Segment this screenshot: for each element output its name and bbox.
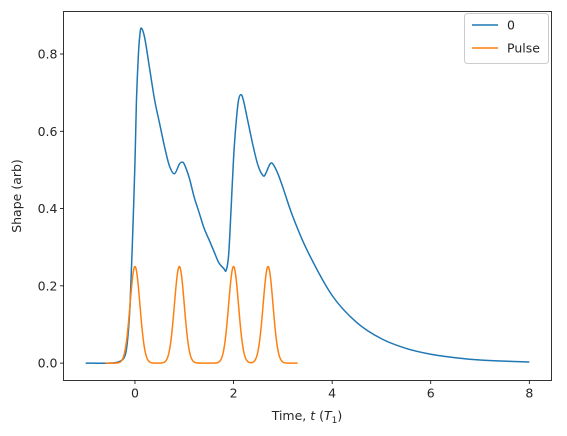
series-0-line	[85, 27, 530, 365]
x-axis: 0 2 4 6 8	[131, 380, 533, 401]
plot-frame	[63, 11, 552, 381]
y-tick-label: 0.6	[38, 124, 58, 139]
legend-label-pulse: Pulse	[507, 41, 540, 56]
legend-box	[464, 13, 549, 64]
y-tick-label: 0.8	[38, 47, 58, 62]
x-tick-label: 2	[230, 386, 238, 401]
series-pulse-line	[105, 265, 298, 364]
x-tick-label: 0	[131, 386, 139, 401]
legend-label-0: 0	[507, 18, 515, 33]
y-tick-label: 0.2	[38, 278, 58, 293]
x-tick-label: 4	[328, 386, 336, 401]
y-tick-label: 0.4	[38, 201, 58, 216]
x-axis-label: Time, t (T1)	[271, 408, 343, 426]
x-tick-label: 6	[427, 386, 435, 401]
y-tick-label: 0.0	[38, 356, 58, 371]
series-layer	[85, 27, 530, 365]
y-axis-label: Shape (arb)	[9, 159, 24, 233]
x-tick-label: 8	[525, 386, 533, 401]
y-axis: 0.0 0.2 0.4 0.6 0.8	[38, 47, 64, 371]
legend: 0 Pulse	[464, 13, 549, 64]
